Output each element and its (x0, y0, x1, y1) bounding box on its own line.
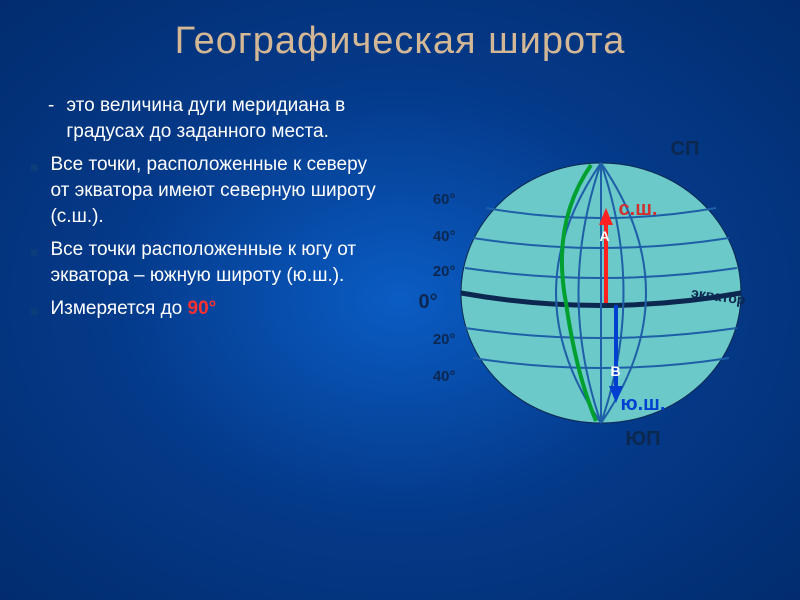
bullet-marker: ■ (30, 158, 38, 229)
bullet-item: ■ Измеряется до 90° (30, 296, 381, 322)
point-b-label: B (611, 363, 621, 379)
bullet-text: Все точки расположенные к югу от экватор… (50, 237, 380, 288)
pole-north-label: СП (671, 138, 700, 161)
bullet-text: Все точки, расположенные к северу от экв… (50, 152, 380, 229)
hemi-south-label: ю.ш. (621, 393, 666, 416)
bullet-item: - это величина дуги меридиана в градусах… (48, 93, 381, 144)
point-a-label: A (600, 228, 610, 244)
page-title: Географическая широта (0, 0, 800, 63)
text-column: - это величина дуги меридиана в градусах… (30, 93, 381, 533)
globe-svg (381, 93, 781, 533)
lat-label-60n: 60° (416, 191, 456, 208)
hemi-north-label: с.ш. (619, 198, 658, 221)
bullet-item: ■ Все точки, расположенные к северу от э… (30, 152, 381, 229)
bullet-marker: ■ (30, 243, 38, 288)
pole-south-label: ЮП (626, 428, 661, 451)
lat-label-40n: 40° (416, 228, 456, 245)
content-row: - это величина дуги меридиана в градусах… (0, 93, 800, 533)
bullet-text: это величина дуги меридиана в градусах д… (66, 93, 380, 144)
lat-label-20n: 20° (416, 263, 456, 280)
bullet-marker: - (48, 93, 54, 144)
bullet-text: Измеряется до 90° (50, 296, 380, 322)
lat-label-40s: 40° (416, 368, 456, 385)
bullet-text-pre: Измеряется до (50, 298, 187, 319)
highlight-degrees: 90° (188, 298, 217, 319)
lat-label-20s: 20° (416, 331, 456, 348)
bullet-marker: ■ (30, 302, 38, 322)
lat-label-zero: 0° (419, 291, 438, 314)
globe-diagram: 60° 40° 20° 0° 20° 40° СП ЮП с.ш. ю.ш. э… (381, 93, 770, 533)
bullet-item: ■ Все точки расположенные к югу от экват… (30, 237, 381, 288)
